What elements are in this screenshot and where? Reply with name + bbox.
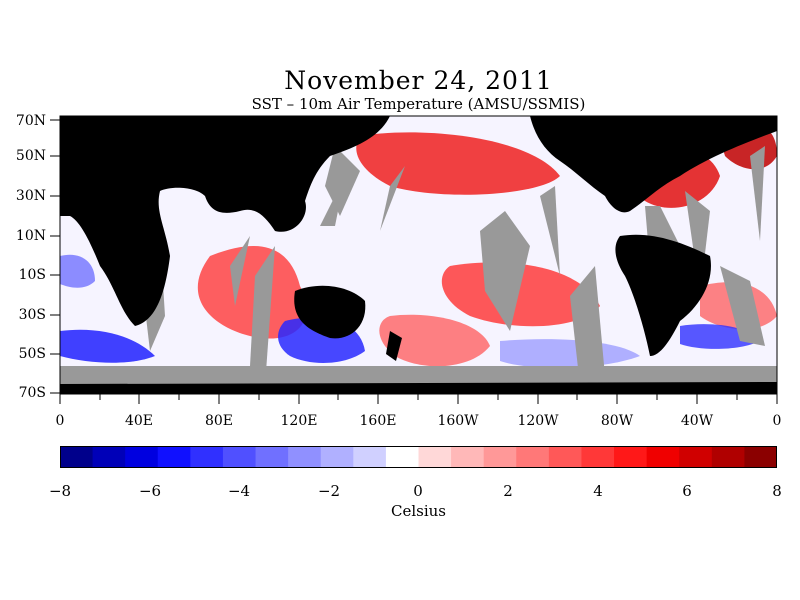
colorbar-swatch — [614, 446, 648, 468]
colorbar-swatch — [679, 446, 713, 468]
colorbar-swatch — [190, 446, 224, 468]
colorbar-tick-label: −6 — [138, 482, 162, 500]
colorbar-swatch — [483, 446, 517, 468]
lat-label: 50N — [15, 148, 46, 164]
lon-label: 160W — [437, 413, 479, 429]
sst-anomaly-map — [60, 116, 777, 394]
colorbar-swatch — [222, 446, 257, 468]
colorbar-swatch — [516, 446, 550, 468]
map-title: November 24, 2011 — [284, 66, 553, 95]
colorbar-swatch — [385, 446, 419, 468]
lat-label: 70S — [18, 385, 46, 401]
colorbar-tick-label: 8 — [772, 482, 782, 500]
colorbar-swatch — [548, 446, 582, 468]
colorbar-tick-label: −4 — [227, 482, 251, 500]
colorbar-swatch — [451, 446, 485, 468]
lat-label: 30N — [15, 188, 46, 204]
lon-label: 120E — [280, 413, 318, 429]
colorbar — [60, 446, 777, 468]
colorbar-tick-label: 2 — [503, 482, 513, 500]
colorbar-swatch — [744, 446, 777, 468]
colorbar-swatch — [255, 446, 289, 468]
colorbar-border — [60, 446, 777, 468]
lon-label: 80E — [204, 413, 234, 429]
lon-label: 40E — [124, 413, 154, 429]
colorbar-swatch — [157, 446, 191, 468]
colorbar-label: Celsius — [390, 502, 446, 520]
lon-label: 160E — [359, 413, 397, 429]
colorbar-swatch — [125, 446, 159, 468]
lon-label: 40W — [680, 413, 714, 429]
map-subtitle: SST – 10m Air Temperature (AMSU/SSMIS) — [251, 95, 586, 113]
lat-label: 30S — [18, 307, 46, 323]
colorbar-swatch — [646, 446, 680, 468]
colorbar-swatch — [288, 446, 322, 468]
lon-label: 80W — [600, 413, 634, 429]
colorbar-tick-label: 6 — [682, 482, 692, 500]
lat-label: 10N — [15, 228, 46, 244]
antarctica — [60, 382, 777, 394]
colorbar-swatch — [353, 446, 387, 468]
colorbar-tick-label: −2 — [317, 482, 341, 500]
colorbar-tick-label: 0 — [413, 482, 423, 500]
lat-label: 10S — [18, 267, 46, 283]
colorbar-swatch — [418, 446, 452, 468]
lon-label: 0 — [55, 413, 65, 429]
colorbar-swatch — [60, 446, 94, 468]
lon-label: 120W — [517, 413, 559, 429]
colorbar-swatch — [92, 446, 126, 468]
colorbar-tick-label: −8 — [48, 482, 72, 500]
colorbar-tick-label: 4 — [593, 482, 603, 500]
colorbar-swatch — [711, 446, 745, 468]
colorbar-swatch — [581, 446, 615, 468]
colorbar-swatch — [320, 446, 354, 468]
lat-label: 50S — [18, 346, 46, 362]
lon-label: 0 — [772, 413, 782, 429]
lat-label: 70N — [15, 113, 46, 129]
